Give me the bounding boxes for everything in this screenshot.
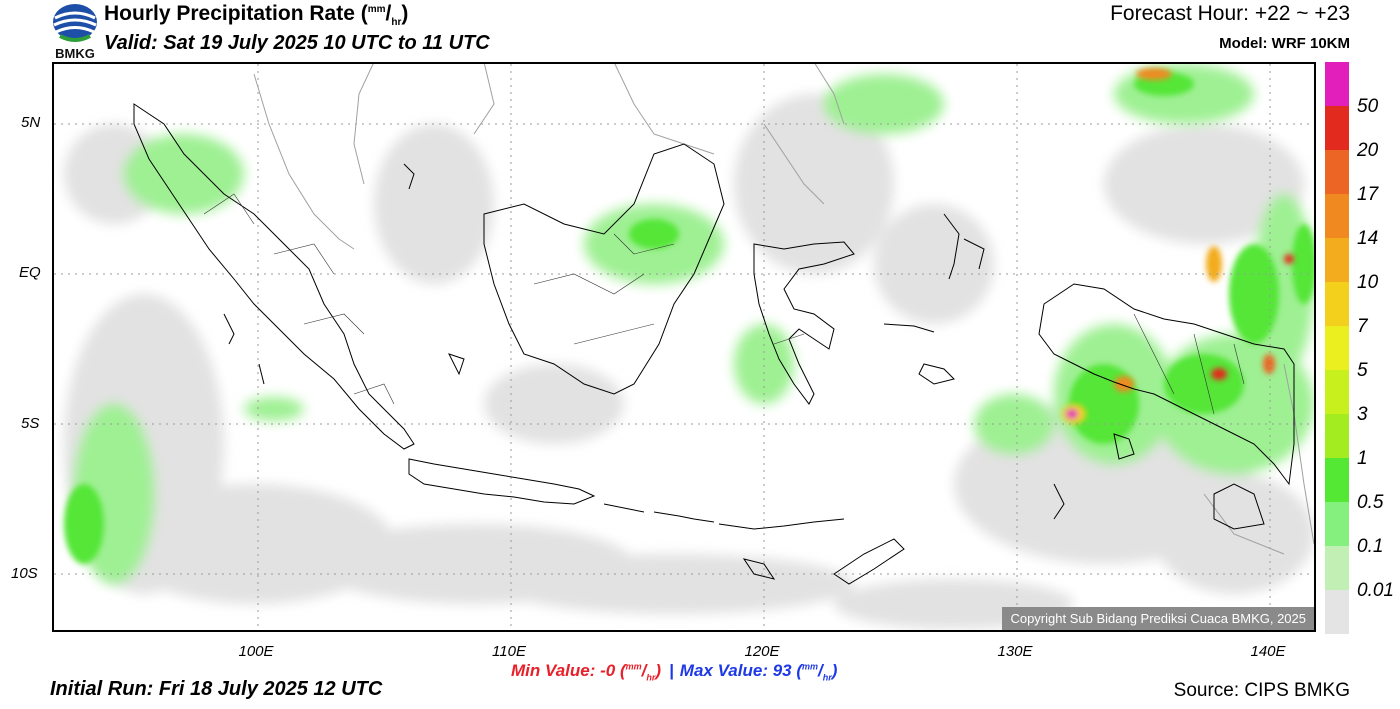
indonesia-coastlines	[133, 103, 1295, 585]
copyright-label: Copyright Sub Bidang Prediksi Cuaca BMKG…	[1002, 607, 1314, 630]
lat-label-5n: 5N	[21, 114, 41, 131]
lon-label-110e: 110E	[492, 643, 526, 660]
source-label: Source: CIPS BMKG	[1173, 680, 1350, 701]
bmkg-logo: BMKG	[50, 2, 100, 61]
colorbar-segment	[1325, 106, 1349, 150]
colorbar-label: 0.01	[1357, 580, 1394, 601]
colorbar-segment	[1325, 194, 1349, 238]
colorbar-label: 1	[1357, 448, 1368, 469]
province-borders	[203, 193, 1245, 415]
lat-label-5s: 5S	[21, 415, 40, 432]
colorbar-label: 14	[1357, 228, 1379, 249]
precip-heavy-layer	[64, 72, 1314, 564]
colorbar-segment	[1325, 282, 1349, 326]
initial-run: Initial Run: Fri 18 July 2025 12 UTC	[50, 678, 383, 700]
valid-time: Valid: Sat 19 July 2025 10 UTC to 11 UTC	[104, 32, 490, 54]
lat-label-eq: EQ	[19, 264, 41, 281]
model-name: Model: WRF 10KM	[1219, 35, 1350, 52]
colorbar-segment	[1325, 414, 1349, 458]
colorbar-label: 3	[1357, 404, 1368, 425]
colorbar-segment	[1325, 150, 1349, 194]
map-grid	[54, 64, 1314, 630]
colorbar-label: 10	[1357, 272, 1379, 293]
colorbar-segment	[1325, 546, 1349, 590]
colorbar-segment	[1325, 62, 1349, 106]
colorbar-label: 5	[1357, 360, 1368, 381]
page-title: Hourly Precipitation Rate (mm/hr)	[104, 2, 409, 29]
max-value: Max Value: 93 (mm/hr)	[679, 661, 838, 683]
min-max-values: Min Value: -0 (mm/hr) | Max Value: 93 (mm/…	[511, 661, 838, 683]
lat-label-10s: 10S	[11, 565, 38, 582]
sulawesi-outline	[753, 241, 855, 405]
lon-label-120e: 120E	[744, 643, 780, 660]
borneo-outline	[483, 143, 725, 395]
colorbar-label: 0.5	[1357, 492, 1384, 513]
forecast-hour: Forecast Hour: +22 ~ +23	[1110, 2, 1350, 25]
java-outline	[408, 458, 596, 505]
colorbar-segment	[1325, 238, 1349, 282]
papua-outline	[1038, 283, 1295, 486]
colorbar-segment	[1325, 590, 1349, 634]
colorbar-segment	[1325, 502, 1349, 546]
colorbar-label: 20	[1357, 140, 1379, 161]
colorbar-label: 7	[1357, 316, 1368, 337]
colorbar-label: 17	[1357, 184, 1379, 205]
min-value: Min Value: -0 (mm/hr)	[511, 661, 662, 683]
colorbar-label: 50	[1357, 96, 1379, 117]
colorbar-label: 0.1	[1357, 536, 1384, 557]
lon-label-100e: 100E	[238, 643, 274, 660]
precipitation-map[interactable]: Copyright Sub Bidang Prediksi Cuaca BMKG…	[52, 62, 1316, 632]
sumatra-outline	[133, 103, 415, 450]
colorbar	[1325, 62, 1349, 634]
colorbar-segment	[1325, 458, 1349, 502]
logo-text: BMKG	[55, 46, 95, 60]
colorbar-segment	[1325, 326, 1349, 370]
lon-label-130e: 130E	[997, 643, 1033, 660]
colorbar-segment	[1325, 370, 1349, 414]
lon-label-140e: 140E	[1250, 643, 1286, 660]
precip-intense-cells	[1062, 68, 1294, 424]
